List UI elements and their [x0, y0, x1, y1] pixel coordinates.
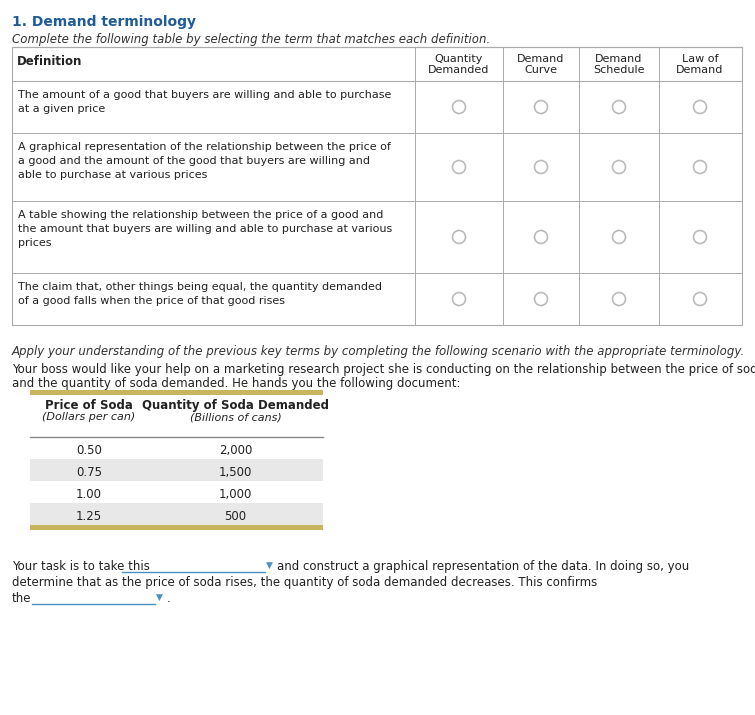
Text: 1.25: 1.25	[76, 510, 102, 523]
Text: Quantity: Quantity	[435, 54, 483, 64]
Bar	[30, 395, 323, 437]
Text: Definition: Definition	[17, 55, 82, 68]
Text: Apply your understanding of the previous key terms by completing the following s: Apply your understanding of the previous…	[12, 345, 745, 358]
Bar	[30, 525, 323, 530]
Text: Demand: Demand	[517, 54, 565, 64]
Text: Demand: Demand	[676, 65, 724, 75]
Text: A graphical representation of the relationship between the price of: A graphical representation of the relati…	[18, 142, 391, 152]
Bar	[30, 459, 323, 481]
Text: Curve: Curve	[525, 65, 557, 75]
Text: 0.50: 0.50	[76, 444, 102, 457]
Text: Demand: Demand	[595, 54, 643, 64]
Text: a good and the amount of the good that buyers are willing and: a good and the amount of the good that b…	[18, 156, 370, 166]
Text: 500: 500	[224, 510, 247, 523]
Text: Complete the following table by selecting the term that matches each definition.: Complete the following table by selectin…	[12, 33, 490, 46]
Text: of a good falls when the price of that good rises: of a good falls when the price of that g…	[18, 296, 285, 306]
Text: (Dollars per can): (Dollars per can)	[42, 412, 136, 422]
Bar	[30, 390, 323, 395]
Text: ▼: ▼	[156, 593, 163, 602]
Text: and construct a graphical representation of the data. In doing so, you: and construct a graphical representation…	[277, 560, 689, 573]
Text: prices: prices	[18, 238, 51, 248]
Text: Law of: Law of	[682, 54, 718, 64]
Text: Price of Soda: Price of Soda	[45, 399, 133, 412]
Text: Schedule: Schedule	[593, 65, 645, 75]
Text: 1,500: 1,500	[219, 466, 252, 479]
Text: the amount that buyers are willing and able to purchase at various: the amount that buyers are willing and a…	[18, 224, 393, 234]
Text: 2,000: 2,000	[219, 444, 252, 457]
Bar	[30, 503, 323, 525]
Text: Quantity of Soda Demanded: Quantity of Soda Demanded	[142, 399, 329, 412]
Text: 1. Demand terminology: 1. Demand terminology	[12, 15, 196, 29]
Text: Your boss would like your help on a marketing research project she is conducting: Your boss would like your help on a mark…	[12, 363, 755, 376]
Text: 0.75: 0.75	[76, 466, 102, 479]
Text: Demanded: Demanded	[428, 65, 490, 75]
Text: at a given price: at a given price	[18, 104, 105, 114]
Text: ▼: ▼	[266, 561, 273, 570]
Text: the: the	[12, 592, 32, 605]
Text: .: .	[167, 592, 171, 605]
Text: A table showing the relationship between the price of a good and: A table showing the relationship between…	[18, 210, 384, 220]
Text: 1,000: 1,000	[219, 488, 252, 501]
Text: able to purchase at various prices: able to purchase at various prices	[18, 170, 208, 180]
Text: The claim that, other things being equal, the quantity demanded: The claim that, other things being equal…	[18, 282, 382, 292]
Text: 1.00: 1.00	[76, 488, 102, 501]
Text: determine that as the price of soda rises, the quantity of soda demanded decreas: determine that as the price of soda rise…	[12, 576, 597, 589]
Text: The amount of a good that buyers are willing and able to purchase: The amount of a good that buyers are wil…	[18, 90, 391, 100]
Text: (Billions of cans): (Billions of cans)	[190, 412, 282, 422]
Bar	[30, 481, 323, 503]
Text: Your task is to take this: Your task is to take this	[12, 560, 150, 573]
Bar	[12, 47, 742, 325]
Text: and the quantity of soda demanded. He hands you the following document:: and the quantity of soda demanded. He ha…	[12, 377, 461, 390]
Bar	[30, 437, 323, 459]
